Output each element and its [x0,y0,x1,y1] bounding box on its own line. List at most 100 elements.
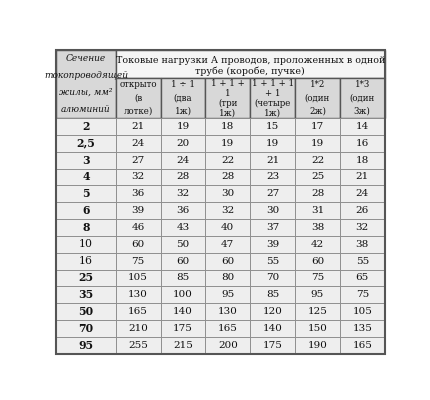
Bar [340,185,385,202]
Bar [340,286,385,303]
Bar [295,78,340,118]
Text: лотке): лотке) [123,107,153,116]
Text: 36: 36 [176,206,190,215]
Bar [250,78,295,118]
Text: 38: 38 [356,240,369,249]
Bar [295,118,340,135]
Text: 19: 19 [221,139,234,148]
Text: 85: 85 [176,274,190,282]
Bar [295,303,340,320]
Bar [250,118,295,135]
Text: 80: 80 [221,274,234,282]
Bar [250,135,295,152]
Text: жилы, мм²: жилы, мм² [59,88,113,97]
Bar [340,78,385,118]
Text: 20: 20 [176,139,190,148]
Text: 125: 125 [307,307,327,316]
Text: (три: (три [218,98,237,108]
Bar [56,50,116,118]
Text: 1*3: 1*3 [355,80,370,89]
Bar [250,320,295,337]
Bar [56,270,116,286]
Text: 24: 24 [132,139,145,148]
Text: алюминий: алюминий [61,105,111,114]
Text: 55: 55 [266,257,279,266]
Bar [340,236,385,253]
Bar [206,152,250,168]
Bar [56,152,116,168]
Text: 15: 15 [266,122,279,131]
Bar [56,253,116,270]
Bar [250,152,295,168]
Text: 60: 60 [176,257,190,266]
Bar [340,253,385,270]
Text: 140: 140 [173,307,193,316]
Bar [340,118,385,135]
Text: 17: 17 [311,122,324,131]
Bar [160,320,206,337]
Text: 14: 14 [356,122,369,131]
Text: 175: 175 [173,324,193,333]
Bar [116,253,160,270]
Bar [250,337,295,354]
Bar [116,320,160,337]
Text: 19: 19 [176,122,190,131]
Bar [206,219,250,236]
Bar [295,185,340,202]
Bar [116,219,160,236]
Bar [160,118,206,135]
Text: 1ж): 1ж) [264,108,281,118]
Text: 165: 165 [352,341,372,350]
Text: 26: 26 [356,206,369,215]
Bar [116,270,160,286]
Bar [116,286,160,303]
Bar [56,168,116,185]
Text: 6: 6 [82,205,90,216]
Bar [56,236,116,253]
Bar [206,78,250,118]
Text: 18: 18 [221,122,234,131]
Text: 40: 40 [221,223,234,232]
Bar [295,135,340,152]
Text: 16: 16 [356,139,369,148]
Bar [206,185,250,202]
Text: 105: 105 [352,307,372,316]
Bar [295,286,340,303]
Bar [116,168,160,185]
Bar [116,185,160,202]
Bar [116,118,160,135]
Bar [250,168,295,185]
Text: 65: 65 [356,274,369,282]
Text: 2ж): 2ж) [309,107,326,116]
Text: 5: 5 [82,188,90,199]
Text: Токовые нагрузки А проводов, проложенных в одной: Токовые нагрузки А проводов, проложенных… [116,56,385,64]
Bar [206,236,250,253]
Bar [116,202,160,219]
Text: открыто: открыто [120,80,157,89]
Bar [250,202,295,219]
Text: 30: 30 [266,206,279,215]
Text: 2: 2 [82,121,90,132]
Bar [160,286,206,303]
Text: 24: 24 [356,189,369,198]
Text: 60: 60 [132,240,145,249]
Bar [250,286,295,303]
Bar [250,270,295,286]
Text: 39: 39 [132,206,145,215]
Bar [116,50,385,78]
Bar [295,152,340,168]
Text: 24: 24 [176,156,190,165]
Text: 32: 32 [132,172,145,182]
Bar [160,337,206,354]
Text: 70: 70 [266,274,279,282]
Bar [56,135,116,152]
Text: 47: 47 [221,240,234,249]
Text: 4: 4 [82,172,90,182]
Bar [206,270,250,286]
Bar [206,337,250,354]
Bar [116,152,160,168]
Text: 215: 215 [173,341,193,350]
Bar [206,253,250,270]
Bar [295,219,340,236]
Bar [56,303,116,320]
